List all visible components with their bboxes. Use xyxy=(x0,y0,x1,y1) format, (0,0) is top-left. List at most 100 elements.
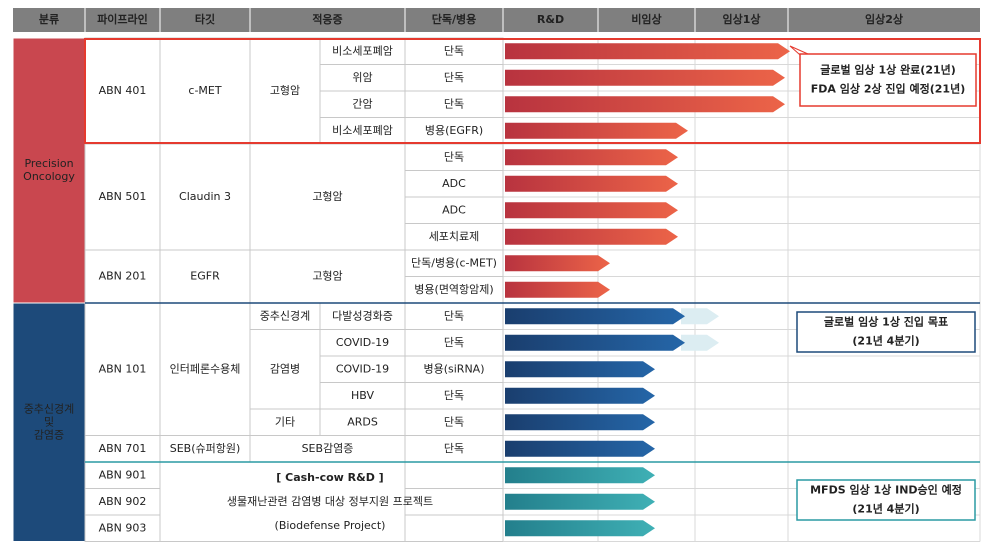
header-cell: 단독/병용 xyxy=(432,12,477,26)
progress-arrow xyxy=(505,202,678,219)
indication-group: 고형암 xyxy=(312,270,342,283)
progress-arrow xyxy=(505,414,655,431)
progress-arrow xyxy=(505,228,678,245)
mode: 단독 xyxy=(444,97,464,110)
group-cell xyxy=(12,302,86,542)
indication: 비소세포폐암 xyxy=(332,124,393,137)
group-label: Precision xyxy=(24,157,73,170)
progress-arrow xyxy=(505,440,655,457)
mode: 병용(EGFR) xyxy=(425,124,483,137)
indication-group: 고형암 xyxy=(312,190,342,203)
target: SEB(슈퍼항원) xyxy=(170,442,241,455)
mode: 단독 xyxy=(444,415,464,428)
indication-group: 기타 xyxy=(275,415,295,428)
project-title: 생물재난관련 감염병 대상 정부지원 프로젝트 xyxy=(227,495,433,508)
indication-group: SEB감염증 xyxy=(302,442,354,455)
group-label: 및 xyxy=(44,415,54,428)
indication-group: 중추신경계 xyxy=(260,309,311,322)
target: Claudin 3 xyxy=(179,190,231,203)
target: EGFR xyxy=(190,270,220,283)
pipeline: ABN 401 xyxy=(99,84,147,97)
note-text: (21년 4분기) xyxy=(852,334,919,348)
header-cell: 임상2상 xyxy=(865,12,903,26)
header-cell: 비임상 xyxy=(631,12,661,26)
mode: 단독 xyxy=(444,150,464,163)
indication: COVID-19 xyxy=(336,362,389,375)
highlight-box xyxy=(84,38,981,144)
row-cell xyxy=(404,461,504,489)
progress-arrow xyxy=(505,520,655,537)
pipeline: ABN 901 xyxy=(99,468,147,481)
indication-group: 고형암 xyxy=(270,84,300,97)
progress-arrow xyxy=(505,96,785,113)
indication: 비소세포폐암 xyxy=(332,44,393,57)
progress-arrow xyxy=(505,255,610,272)
mode: 단독 xyxy=(444,389,464,402)
pipeline: ABN 701 xyxy=(99,442,147,455)
project-tag: [ Cash-cow R&D ] xyxy=(276,471,383,484)
group-label: Oncology xyxy=(23,170,75,183)
progress-arrow xyxy=(505,149,678,166)
note-text: 글로벌 임상 1상 진입 목표 xyxy=(824,315,948,329)
group-cell xyxy=(12,37,86,304)
note-box xyxy=(796,311,976,353)
indication-cell xyxy=(319,408,406,436)
mode: 병용(siRNA) xyxy=(423,362,484,375)
progress-arrow xyxy=(505,361,655,378)
header-bar xyxy=(13,8,980,32)
group-label: 감염증 xyxy=(34,428,64,441)
mode: 단독 xyxy=(444,44,464,57)
pipeline: ABN 903 xyxy=(99,521,147,534)
note-box xyxy=(799,53,977,107)
project-subtitle: (Biodefense Project) xyxy=(275,519,386,532)
note-text: 글로벌 임상 1상 완료(21년) xyxy=(820,63,956,77)
indication: 위암 xyxy=(352,71,372,84)
note-box xyxy=(796,479,976,521)
ghost-arrow xyxy=(681,334,719,351)
note-text: FDA 임상 2상 진입 예정(21년) xyxy=(811,82,965,96)
mode: 단독 xyxy=(444,71,464,84)
mode: 단독 xyxy=(444,442,464,455)
row-cell xyxy=(404,514,504,542)
progress-arrow xyxy=(505,387,655,404)
note-text: (21년 4분기) xyxy=(852,502,919,516)
group-label: 중추신경계 xyxy=(24,402,75,415)
progress-arrow xyxy=(505,493,655,510)
progress-arrow xyxy=(505,175,678,192)
progress-arrow xyxy=(505,308,685,325)
ghost-arrow xyxy=(681,308,719,325)
indication: 간암 xyxy=(352,97,372,110)
progress-arrow xyxy=(505,122,688,139)
header-cell: 적응증 xyxy=(312,12,342,26)
header-cell: R&D xyxy=(537,13,564,26)
header-cell: 파이프라인 xyxy=(97,12,148,26)
target: 인터페론수용체 xyxy=(170,362,241,375)
pipeline: ABN 501 xyxy=(99,190,147,203)
mode: ADC xyxy=(442,177,466,190)
progress-arrow xyxy=(505,43,790,60)
pipeline: ABN 902 xyxy=(99,495,147,508)
mode: 단독/병용(c-MET) xyxy=(411,256,497,269)
header-cell: 임상1상 xyxy=(722,12,760,26)
mode: 세포치료제 xyxy=(429,230,480,243)
indication: ARDS xyxy=(347,415,378,428)
mode: 단독 xyxy=(444,336,464,349)
mode: ADC xyxy=(442,203,466,216)
mode: 단독 xyxy=(444,309,464,322)
mode: 병용(면역항암제) xyxy=(414,283,493,296)
indication: 다발성경화증 xyxy=(332,309,393,322)
target: c-MET xyxy=(188,84,221,97)
pipeline: ABN 201 xyxy=(99,270,147,283)
indication: COVID-19 xyxy=(336,336,389,349)
header-cell: 타깃 xyxy=(195,12,215,26)
header-cell: 분류 xyxy=(39,13,59,26)
pipeline: ABN 101 xyxy=(99,362,147,375)
indication-group: 감염병 xyxy=(270,362,300,375)
indication: HBV xyxy=(351,389,374,402)
progress-arrow xyxy=(505,334,685,351)
progress-arrow xyxy=(505,467,655,484)
progress-arrow xyxy=(505,281,610,298)
progress-arrow xyxy=(505,69,785,86)
note-text: MFDS 임상 1상 IND승인 예정 xyxy=(810,483,962,497)
